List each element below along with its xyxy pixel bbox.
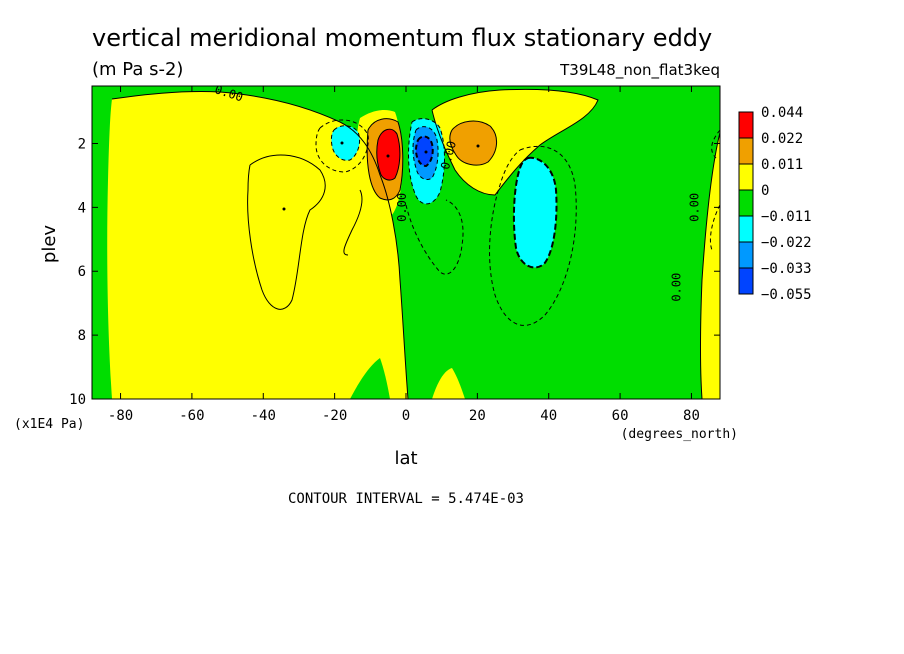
min-marker — [340, 141, 344, 145]
contour-label: 0.00 — [395, 193, 409, 222]
colorbar: 0.044 0.022 0.011 0 −0.011 −0.022 −0.033 −0.055 — [738, 105, 812, 303]
region-east-positive — [700, 132, 720, 399]
colorbar-label: −0.055 — [761, 287, 812, 303]
y-tick-label: 8 — [78, 328, 86, 344]
max-marker — [282, 207, 286, 211]
region-deepblue-equator — [416, 136, 433, 166]
region-orange-north — [449, 121, 497, 166]
y-tick-label: 2 — [78, 136, 86, 152]
plot-area: 0.000.000.000.000.00 — [92, 86, 720, 399]
contour-line — [711, 129, 720, 159]
x-tick-label: 40 — [540, 408, 557, 424]
colorbar-swatch — [738, 189, 754, 217]
y-tick-label: 4 — [78, 200, 86, 216]
region-cyan-south — [331, 125, 360, 161]
contour-label: 0.00 — [688, 193, 702, 222]
colorbar-swatch — [738, 215, 754, 243]
x-tick-label: -40 — [251, 408, 276, 424]
contour-label: 0.00 — [670, 273, 684, 302]
x-tick-label: -20 — [322, 408, 347, 424]
contour-line — [412, 126, 439, 181]
contour-line — [431, 88, 599, 196]
colorbar-swatch — [738, 267, 754, 295]
colorbar-label: −0.022 — [761, 235, 812, 251]
y-axis-title: plev — [39, 225, 60, 264]
contour-line — [366, 118, 404, 201]
region-north-positive-lobe — [432, 89, 598, 195]
contour-interval-label: CONTOUR INTERVAL = 5.474E-03 — [288, 491, 524, 507]
x-tick-label: 0 — [402, 408, 410, 424]
colorbar-label: 0.044 — [761, 105, 803, 121]
colorbar-swatch — [738, 137, 754, 165]
contour-line — [376, 128, 401, 181]
colorbar-label: 0.022 — [761, 131, 803, 147]
y-axis: 2 4 6 8 10 — [69, 136, 720, 408]
region-lower-positive-pocket — [432, 368, 465, 399]
negative-contour-lines — [315, 118, 720, 326]
contour-lines — [111, 88, 720, 399]
contour-line — [709, 204, 720, 251]
contour-line — [489, 145, 577, 326]
colorbar-label: −0.011 — [761, 209, 812, 225]
x-tick-label: 20 — [469, 408, 486, 424]
dataset-label: T39L48_non_flat3keq — [559, 61, 720, 80]
max-marker — [476, 144, 480, 148]
min-marker — [424, 150, 428, 154]
x-tick-label: 80 — [683, 408, 700, 424]
x-axis-title: lat — [394, 448, 417, 469]
region-cyan-north-oval — [513, 157, 557, 268]
x-axis: -80 -60 -40 -20 0 20 40 60 80 — [108, 86, 700, 424]
contour-line — [408, 118, 445, 205]
region-south-positive — [107, 91, 408, 399]
colorbar-swatch — [738, 111, 754, 139]
contour-line — [247, 154, 326, 310]
contour-line — [343, 189, 363, 256]
contour-line — [700, 130, 720, 399]
x-tick-label: -60 — [179, 408, 204, 424]
chart-title: vertical meridional momentum flux statio… — [92, 24, 712, 52]
y-tick-label: 6 — [78, 264, 86, 280]
contour-line-bold-negative — [512, 156, 558, 269]
contour-line — [111, 91, 409, 399]
x-tick-label: 60 — [612, 408, 629, 424]
colorbar-label: 0 — [761, 183, 769, 199]
region-south-negative-tongue — [350, 358, 390, 399]
colorbar-label: 0.011 — [761, 157, 803, 173]
x-units-label: (degrees_north) — [621, 427, 738, 442]
x-tick-label: -80 — [108, 408, 133, 424]
max-marker — [386, 154, 390, 158]
y-units-label: (x1E4 Pa) — [14, 417, 84, 432]
y-tick-label: 10 — [69, 392, 86, 408]
colorbar-label: −0.033 — [761, 261, 812, 277]
contour-line — [330, 125, 361, 161]
colorbar-swatch — [738, 241, 754, 269]
contour-line — [405, 199, 464, 275]
colorbar-swatch — [738, 163, 754, 191]
contour-line — [449, 120, 497, 166]
contour-line-bold-negative — [414, 135, 434, 168]
chart-units: (m Pa s-2) — [92, 59, 183, 80]
